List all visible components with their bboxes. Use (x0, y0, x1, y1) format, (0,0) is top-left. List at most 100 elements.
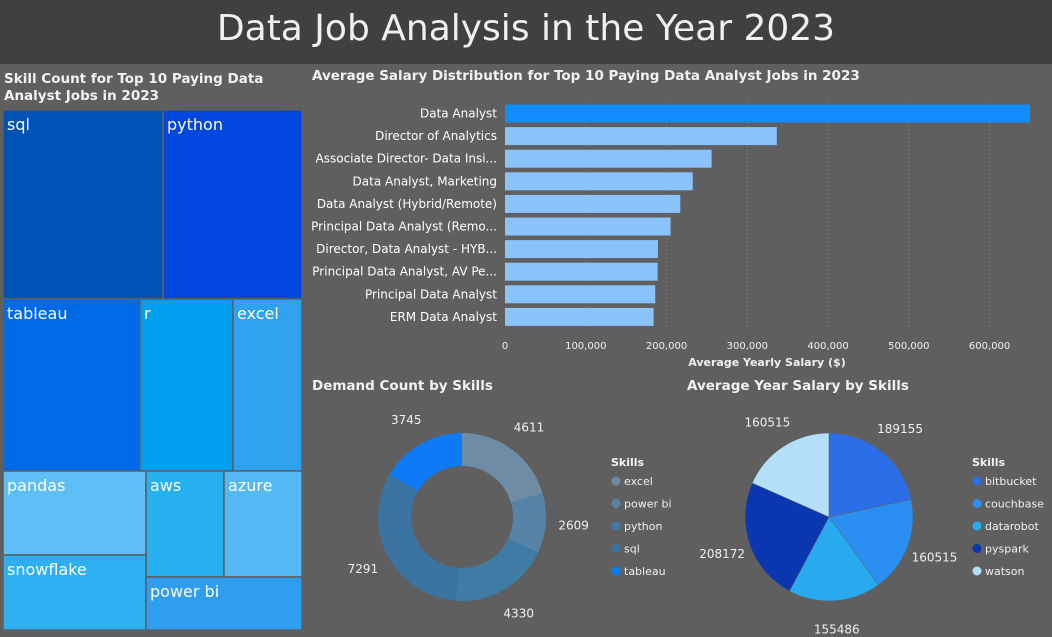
pie-slice-pyspark[interactable] (744, 482, 830, 592)
header-bar: Data Job Analysis in the Year 2023 (0, 0, 1052, 64)
donut-legend-label: tableau (624, 565, 666, 578)
pie-data-label: 155486 (814, 623, 860, 637)
pie-legend-label: datarobot (985, 520, 1040, 533)
donut-slice-sql[interactable] (378, 474, 459, 601)
bar-category-label: Data Analyst (420, 107, 497, 121)
donut-legend-label: python (624, 520, 663, 533)
treemap-tile-rect (232, 298, 303, 472)
pie-legend-label: pyspark (985, 543, 1029, 556)
donut-slice-python[interactable] (455, 538, 539, 601)
donut-legend-title: Skills (611, 456, 645, 469)
donut-legend-label: sql (624, 543, 640, 556)
treemap-tile-label: aws (150, 476, 181, 495)
treemap-tile-power-bi[interactable]: power bi (145, 576, 303, 631)
donut-legend-marker (611, 476, 621, 486)
bar-x-tick-label: 100,000 (565, 341, 606, 352)
bar-director-data-analyst-hyb[interactable] (505, 240, 658, 259)
pie-legend-marker (972, 544, 982, 553)
bar-category-label: Principal Data Analyst (Remo... (311, 220, 497, 234)
pie-legend-label: couchbase (985, 498, 1044, 511)
treemap-tile-snowflake[interactable]: snowflake (2, 554, 147, 631)
donut-legend-marker (611, 521, 621, 531)
donut-data-label: 7291 (348, 562, 379, 576)
bar-principal-data-analyst[interactable] (505, 285, 656, 304)
bar-category-label: Director of Analytics (375, 129, 497, 143)
donut-slice-tableau[interactable] (389, 432, 462, 492)
donut-legend-item-tableau[interactable]: tableau (611, 565, 666, 578)
bar-principal-data-analyst-av-pe[interactable] (505, 262, 658, 281)
treemap-tile-label: pandas (7, 476, 65, 495)
bar-category-label: Principal Data Analyst (365, 287, 497, 301)
treemap-tile-rect (223, 470, 303, 578)
donut-legend-item-python[interactable]: python (611, 520, 663, 533)
treemap-tile-excel[interactable]: excel (232, 298, 303, 472)
treemap-tile-label: r (144, 304, 151, 323)
treemap-tile-rect (139, 298, 234, 472)
treemap-tile-pandas[interactable]: pandas (2, 470, 147, 556)
treemap-tile-r[interactable]: r (139, 298, 234, 472)
pie-legend-label: bitbucket (985, 475, 1037, 488)
bar-category-label: Associate Director- Data Insi... (316, 152, 497, 166)
treemap-tile-aws[interactable]: aws (145, 470, 225, 578)
pie-legend-item-pyspark[interactable]: pyspark (972, 543, 1030, 556)
treemap-tile-rect (2, 298, 141, 472)
pie-legend-marker (972, 499, 982, 508)
donut-slice-excel[interactable] (462, 433, 543, 503)
page-title: Data Job Analysis in the Year 2023 (216, 8, 836, 49)
treemap-tile-label: azure (228, 476, 272, 495)
bar-data-analyst-marketing[interactable] (505, 172, 693, 191)
treemap-tile-rect (162, 109, 303, 300)
donut-legend-item-power-bi[interactable]: power bi (611, 498, 672, 511)
pie-legend-marker (972, 476, 982, 486)
pie-legend-label: watson (985, 565, 1025, 578)
bar-x-axis-title: Average Yearly Salary ($) (688, 356, 845, 369)
bar-data-analyst-hybrid-remote[interactable] (505, 194, 681, 213)
bar-x-tick-label: 600,000 (969, 341, 1010, 352)
pie-legend-item-couchbase[interactable]: couchbase (972, 498, 1045, 511)
treemap-tile-label: excel (237, 304, 279, 323)
pie-legend-title: Skills (972, 456, 1006, 469)
bar-principal-data-analyst-remo[interactable] (505, 217, 671, 236)
donut-legend-label: power bi (624, 498, 672, 511)
bar-director-of-analytics[interactable] (505, 127, 777, 146)
treemap-tile-rect (2, 554, 147, 631)
bar-erm-data-analyst[interactable] (505, 307, 654, 326)
donut-data-label: 3745 (391, 413, 422, 427)
treemap-tile-label: snowflake (7, 560, 87, 579)
treemap-tile-label: sql (7, 115, 30, 134)
pie-data-label: 160515 (912, 550, 958, 564)
pie-legend-marker (972, 521, 982, 531)
pie-legend-item-bitbucket[interactable]: bitbucket (972, 475, 1038, 488)
bar-chart-title: Average Salary Distribution for Top 10 P… (312, 68, 860, 84)
donut-legend-item-sql[interactable]: sql (611, 543, 640, 556)
pie-slice-bitbucket[interactable] (828, 432, 912, 518)
treemap-tile-label: tableau (7, 304, 67, 323)
pie-legend-item-datarobot[interactable]: datarobot (972, 520, 1040, 533)
treemap-tile-rect (2, 470, 147, 556)
pie-legend-marker (972, 566, 982, 576)
donut-legend-item-excel[interactable]: excel (611, 475, 653, 488)
donut-legend-marker (611, 566, 621, 576)
pie-chart-title: Average Year Salary by Skills (687, 378, 909, 394)
pie-data-label: 189155 (877, 422, 923, 436)
treemap-tile-python[interactable]: python (162, 109, 303, 300)
treemap-tile-rect (145, 576, 303, 631)
donut-chart-title: Demand Count by Skills (312, 378, 493, 394)
treemap-tile-tableau[interactable]: tableau (2, 298, 141, 472)
bar-x-tick-label: 0 (502, 341, 508, 352)
donut-slice-power-bi[interactable] (508, 493, 546, 553)
treemap-tile-azure[interactable]: azure (223, 470, 303, 578)
bar-data-analyst[interactable] (505, 104, 1030, 123)
donut-data-label: 2609 (558, 518, 589, 532)
bar-associate-director-data-insi[interactable] (505, 149, 712, 168)
pie-legend-item-watson[interactable]: watson (972, 565, 1025, 578)
treemap-tile-label: python (167, 115, 223, 134)
treemap-tile-sql[interactable]: sql (2, 109, 164, 300)
pie-slice-watson[interactable] (751, 432, 830, 518)
bar-category-label: Principal Data Analyst, AV Pe... (312, 265, 497, 279)
pie-data-label: 160515 (744, 415, 790, 429)
bar-x-tick-label: 200,000 (646, 341, 687, 352)
pie-slice-couchbase[interactable] (828, 499, 914, 586)
pie-slice-datarobot[interactable] (789, 516, 879, 602)
